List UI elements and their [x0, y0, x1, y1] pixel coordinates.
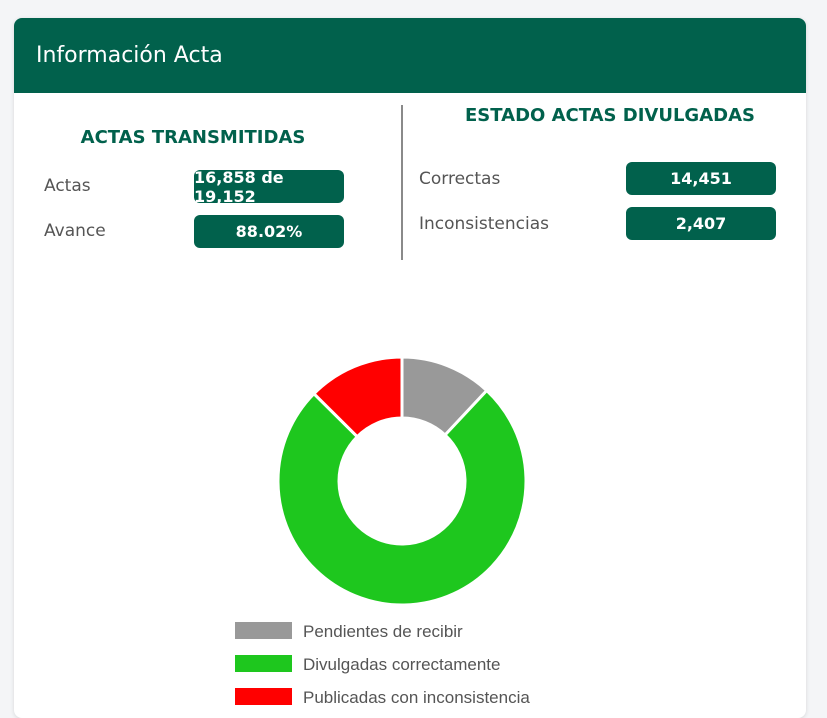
inconsistencias-value-badge: 2,407 — [626, 207, 776, 240]
actas-value-badge: 16,858 de 19,152 — [194, 168, 344, 206]
card-title: Información Acta — [36, 43, 223, 68]
correctas-label: Correctas — [419, 169, 501, 189]
donut-chart: Pendientes de recibir Divulgadas correcta… — [235, 355, 530, 707]
actas-transmitidas-title: ACTAS TRANSMITIDAS — [80, 127, 306, 148]
actas-label: Actas — [44, 176, 91, 196]
avance-label: Avance — [44, 221, 106, 241]
correctas-value-badge: 14,451 — [626, 162, 776, 195]
estado-actas-divulgadas-title: ESTADO ACTAS DIVULGADAS — [465, 105, 755, 126]
donut-slice-1[interactable] — [276, 388, 528, 607]
card-header: Información Acta — [14, 18, 806, 93]
legend-label-0: Pendientes de recibir — [303, 622, 463, 641]
informacion-acta-card: Información Acta ACTAS TRANSMITIDAS Acta… — [14, 18, 806, 718]
stats-divider — [401, 105, 403, 260]
avance-value-badge: 88.02% — [194, 215, 344, 248]
legend-swatch-1 — [235, 655, 292, 672]
legend-swatch-0 — [235, 622, 292, 639]
inconsistencias-label: Inconsistencias — [419, 214, 549, 234]
legend-swatch-2 — [235, 688, 292, 705]
stats-panel: ACTAS TRANSMITIDAS Actas 16,858 de 19,15… — [14, 93, 806, 305]
donut-slice-2[interactable] — [311, 355, 404, 439]
donut-chart-area: Pendientes de recibir Divulgadas correcta… — [14, 305, 806, 718]
legend-label-1: Divulgadas correctamente — [303, 655, 500, 674]
legend-label-2: Publicadas con inconsistencia — [303, 688, 530, 707]
